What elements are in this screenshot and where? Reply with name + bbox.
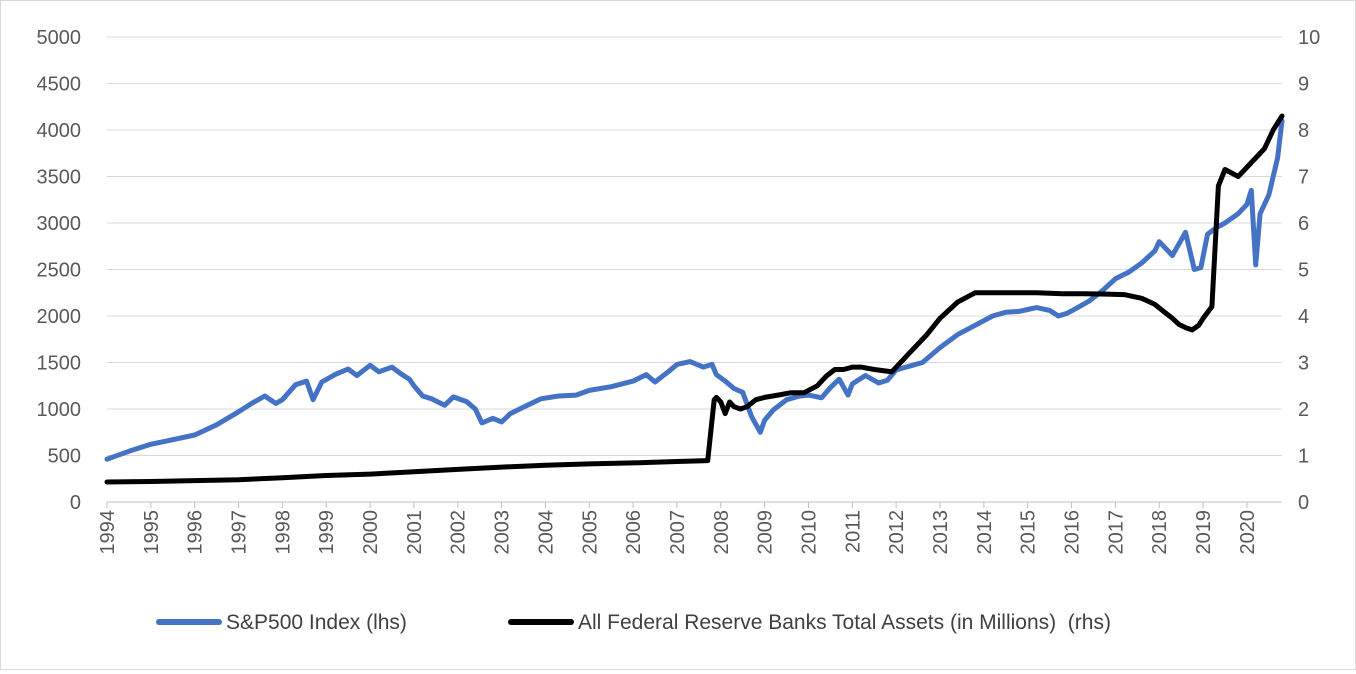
x-tick-label: 1998 [272, 510, 294, 555]
y-right-tick-label: 1 [1298, 446, 1309, 468]
y-right-tick-label: 4 [1298, 306, 1309, 328]
y-left-tick-label: 0 [70, 492, 81, 514]
series-lines [104, 113, 1285, 485]
y-left-tick-label: 1500 [37, 353, 82, 375]
y-left-tick-label: 3000 [37, 213, 82, 235]
y-right-tick-label: 5 [1298, 260, 1309, 282]
series-line-fed-assets [104, 113, 1285, 485]
x-tick-label: 2009 [755, 510, 777, 555]
x-tick-label: 1997 [229, 510, 251, 555]
x-tick-label: 2000 [360, 510, 382, 555]
x-tick-label: 2008 [711, 510, 733, 555]
x-tick-label: 2014 [974, 510, 996, 555]
y-right-tick-label: 8 [1298, 120, 1309, 142]
x-tick-label: 2010 [798, 510, 820, 555]
series-line-sp500 [104, 118, 1285, 462]
y-left-tick-label: 3500 [37, 167, 82, 189]
legend: S&P500 Index (lhs) All Federal Reserve B… [156, 611, 1111, 634]
x-tick-label: 2004 [535, 510, 557, 555]
x-tick-label: 1999 [316, 510, 338, 555]
x-tick-label: 2013 [930, 510, 952, 555]
x-tick-label: 2019 [1193, 510, 1215, 555]
gridlines [107, 36, 1282, 503]
legend-label-sp500: S&P500 Index (lhs) [226, 611, 407, 634]
y-left-tick-label: 2500 [37, 260, 82, 282]
x-tick-label: 2001 [404, 510, 426, 555]
x-tick-label: 2018 [1149, 510, 1171, 555]
y-right-tick-label: 10 [1298, 27, 1320, 49]
y-left-tick-label: 4500 [37, 74, 82, 96]
legend-label-fed: All Federal Reserve Banks Total Assets (… [578, 611, 1111, 634]
x-tick-label: 2002 [448, 510, 470, 555]
x-tick-label: 2015 [1018, 510, 1040, 555]
x-tick-label: 1996 [185, 510, 207, 555]
x-tick-label: 2012 [886, 510, 908, 555]
y-right-tick-label: 0 [1298, 492, 1309, 514]
x-tick-label: 2006 [623, 510, 645, 555]
x-tick-label: 2017 [1105, 510, 1127, 555]
y-right-tick-label: 3 [1298, 353, 1309, 375]
x-tick-label: 2007 [667, 510, 689, 555]
x-tick-label: 1994 [97, 510, 119, 555]
y-left-tick-label: 4000 [37, 120, 82, 142]
y-right-tick-label: 9 [1298, 74, 1309, 96]
y-left-tick-label: 2000 [37, 306, 82, 328]
y-left-tick-label: 500 [48, 446, 81, 468]
x-tick-label: 2003 [492, 510, 514, 555]
y-left-tick-label: 5000 [37, 27, 82, 49]
x-tick-label: 2016 [1062, 510, 1084, 555]
y-right-tick-label: 6 [1298, 213, 1309, 235]
x-tick-label: 2020 [1237, 510, 1259, 555]
y-left-tick-label: 1000 [37, 399, 82, 421]
y-right-tick-label: 7 [1298, 167, 1309, 189]
axes: 0 500 1000 1500 2000 2500 3000 3500 4000 4500 5000… [37, 27, 1321, 555]
x-tick-label: 1995 [141, 510, 163, 555]
x-tick-label: 2011 [842, 510, 864, 553]
y-right-tick-label: 2 [1298, 399, 1309, 421]
x-tick-label: 2005 [579, 510, 601, 555]
